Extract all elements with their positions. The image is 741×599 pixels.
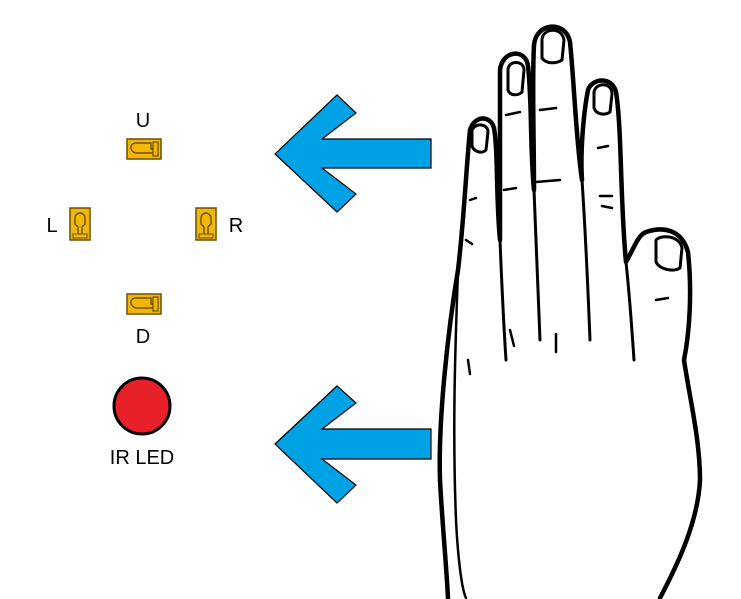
hand-icon — [437, 24, 703, 599]
sensor-down-label: D — [136, 326, 150, 348]
sensor-down-photodiode-icon — [126, 293, 162, 315]
ir-led-label: IR LED — [110, 447, 174, 469]
sensor-right-label: R — [229, 215, 243, 237]
arrow-left-icon-top — [274, 94, 432, 213]
sensor-up-label: U — [136, 110, 150, 132]
led-icon — [112, 376, 172, 436]
sensor-left-photodiode-icon — [69, 207, 91, 241]
arrow-left-icon-bottom — [274, 385, 432, 504]
sensor-right-photodiode-icon — [195, 207, 217, 241]
sensor-up-photodiode-icon — [126, 138, 162, 160]
sensor-left-label: L — [46, 215, 57, 237]
